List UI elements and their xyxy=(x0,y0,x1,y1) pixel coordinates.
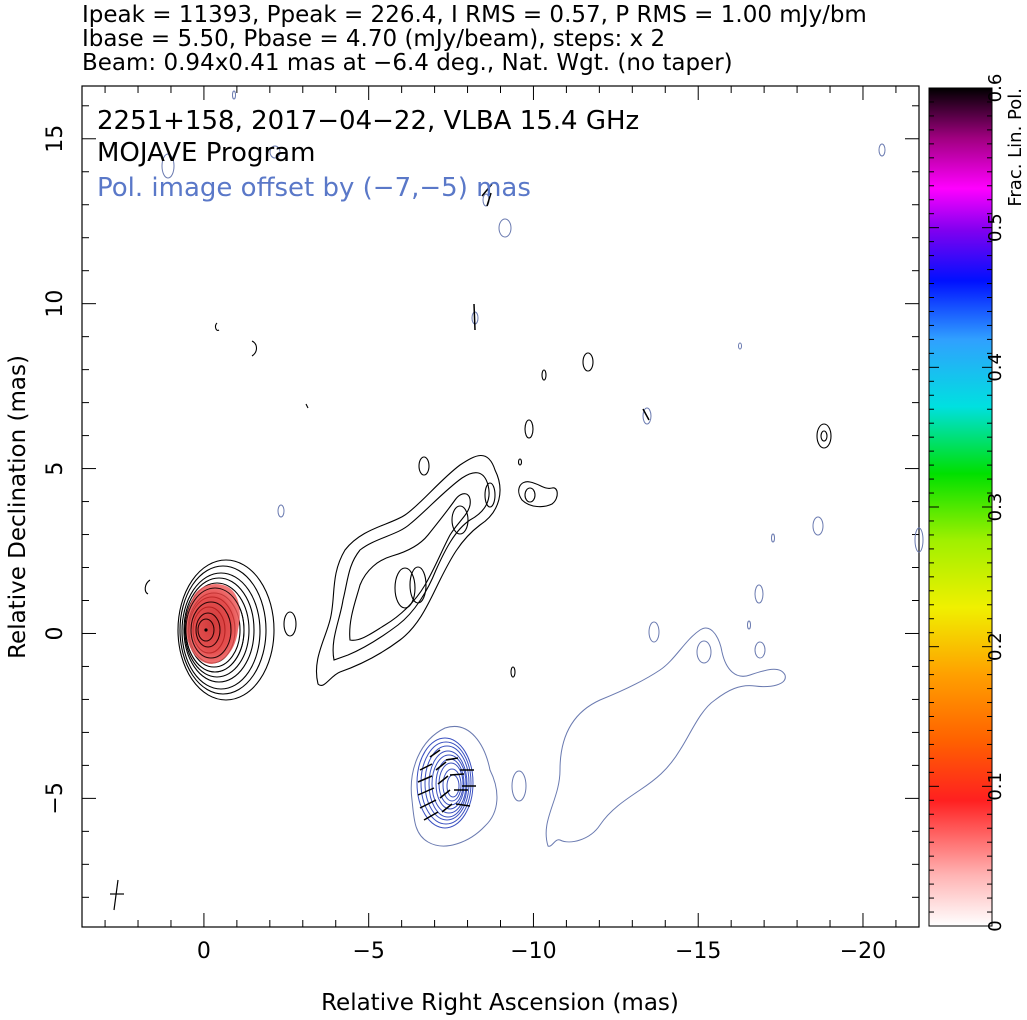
axis-ticks xyxy=(82,86,919,927)
y-tick-label: 5 xyxy=(43,462,68,476)
y-tick-label: 10 xyxy=(43,290,68,318)
colorbar-ticks: 0 0.1 0.2 0.3 0.4 0.5 0.6 xyxy=(929,74,1006,932)
x-tick-label: −15 xyxy=(675,939,721,964)
program-annotation: MOJAVE Program xyxy=(97,138,315,168)
y-tick-label: 0 xyxy=(43,626,68,640)
core-peak-marker xyxy=(204,628,208,632)
colorbar-tick-label: 0 xyxy=(985,920,1006,931)
x-tick-label: −20 xyxy=(840,939,886,964)
polarization-core-contours xyxy=(416,737,474,829)
evpa-vectors xyxy=(417,183,650,821)
axis-tick-labels: 0 −5 −10 −15 −20 −5 0 5 10 15 xyxy=(43,125,886,964)
x-tick-label: 0 xyxy=(197,939,211,964)
x-tick-label: −10 xyxy=(510,939,556,964)
y-tick-label: −5 xyxy=(43,782,68,814)
y-axis-label: Relative Declination (mas) xyxy=(5,355,31,659)
header-line-2: Ibase = 5.50, Pbase = 4.70 (mJy/beam), s… xyxy=(82,26,666,52)
colorbar-label: Frac. Lin. Pol. xyxy=(1005,88,1026,207)
header-line-1: Ipeak = 11393, Ppeak = 226.4, I RMS = 0.… xyxy=(82,2,867,28)
stokes-i-contours xyxy=(144,322,832,701)
source-annotation: 2251+158, 2017−04−22, VLBA 15.4 GHz xyxy=(97,106,639,136)
colorbar-tick-label: 0.6 xyxy=(985,74,1006,103)
pol-offset-annotation: Pol. image offset by (−7,−5) mas xyxy=(97,173,531,203)
plot-frame xyxy=(81,85,920,928)
header-line-3: Beam: 0.94x0.41 mas at −6.4 deg., Nat. W… xyxy=(82,50,733,76)
colorbar-tick-label: 0.2 xyxy=(985,632,1006,661)
beam-marker xyxy=(110,879,124,911)
polarization-outer-contours xyxy=(161,90,924,847)
colorbar xyxy=(928,87,993,927)
colorbar-tick-label: 0.5 xyxy=(985,213,1006,242)
colorbar-tick-label: 0.1 xyxy=(985,772,1006,801)
core-contours-overlay xyxy=(185,587,245,673)
y-tick-label: 15 xyxy=(43,125,68,153)
x-tick-label: −5 xyxy=(352,939,384,964)
colorbar-tick-label: 0.3 xyxy=(985,493,1006,522)
x-axis-label: Relative Right Ascension (mas) xyxy=(321,990,679,1016)
colorbar-tick-label: 0.4 xyxy=(985,353,1006,382)
